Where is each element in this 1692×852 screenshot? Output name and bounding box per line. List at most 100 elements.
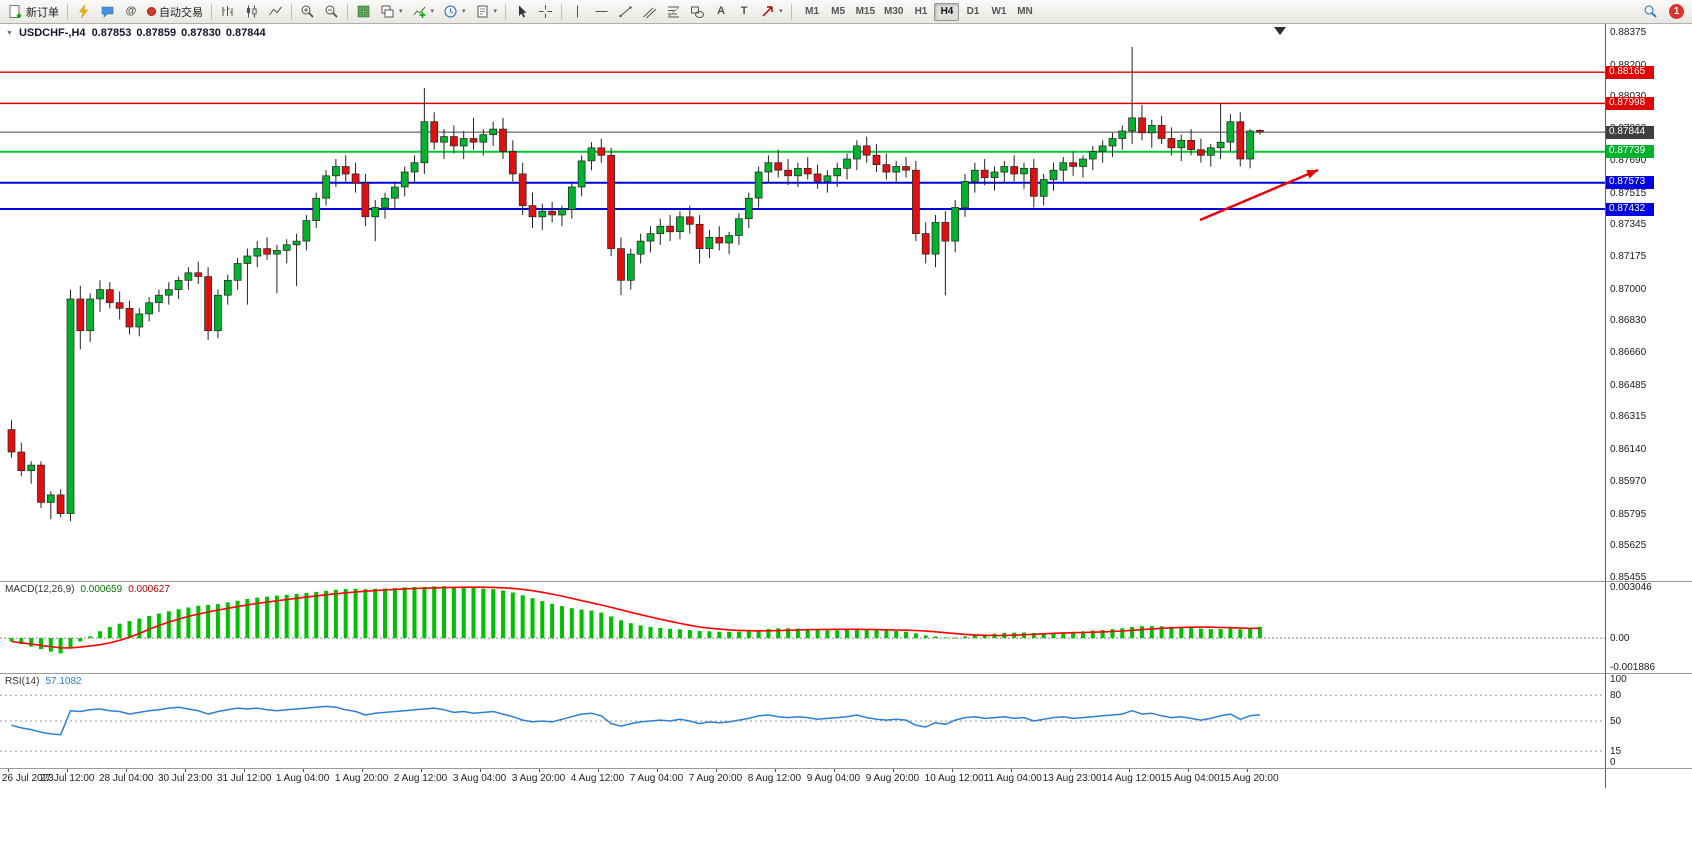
zoom-out-button[interactable] xyxy=(320,2,343,22)
macd-histogram-bar xyxy=(304,592,309,639)
text-tool-button[interactable]: A xyxy=(710,2,732,22)
timeframe-button-m15[interactable]: M15 xyxy=(852,3,879,21)
macd-histogram-bar xyxy=(412,587,417,639)
macd-histogram-bar xyxy=(520,595,525,639)
macd-histogram-bar xyxy=(805,629,810,639)
collapse-arrow-icon[interactable]: ▼ xyxy=(6,29,13,37)
main-chart-plot[interactable]: ▼ USDCHF-,H4 0.87853 0.87859 0.87830 0.8… xyxy=(0,24,1605,581)
macd-histogram-bar xyxy=(432,586,437,639)
timeframe-button-h4[interactable]: H4 xyxy=(934,2,960,21)
rsi-panel[interactable]: RSI(14) 57.1082 xyxy=(0,673,1605,768)
candle-body xyxy=(194,272,203,277)
macd-histogram-bar xyxy=(481,588,486,639)
timeframe-button-mn[interactable]: MN xyxy=(1012,3,1037,21)
candle-body xyxy=(499,128,507,152)
channel-tool-button[interactable] xyxy=(638,2,661,22)
macd-histogram-bar xyxy=(658,627,663,639)
candle-body xyxy=(725,235,733,244)
candle-body xyxy=(558,209,566,216)
candle-body xyxy=(332,166,340,177)
trendline-icon xyxy=(618,4,633,19)
timeframe-button-m30[interactable]: M30 xyxy=(880,3,907,21)
timeframe-button-m5[interactable]: M5 xyxy=(826,3,851,21)
time-tick xyxy=(597,769,599,772)
timeframe-button-h1[interactable]: H1 xyxy=(908,3,933,21)
time-tick xyxy=(892,769,894,772)
time-axis-label: 2 Aug 12:00 xyxy=(393,773,448,784)
candle-body xyxy=(518,173,527,206)
candle-body xyxy=(381,197,389,208)
macd-histogram-bar xyxy=(1130,626,1135,639)
rsi-axis-label: 0 xyxy=(1610,757,1616,768)
vertical-line-tool-button[interactable] xyxy=(566,2,589,22)
macd-histogram-bar xyxy=(235,600,240,639)
macd-histogram-bar xyxy=(599,612,604,639)
search-button[interactable] xyxy=(1639,2,1662,22)
horizontal-line-tool-button[interactable] xyxy=(590,2,613,22)
chat-button[interactable] xyxy=(96,2,119,22)
vertical-line-icon xyxy=(570,4,585,19)
arrows-tool-button[interactable]: ▾ xyxy=(756,2,787,22)
candle-body xyxy=(135,313,144,328)
channel-icon xyxy=(642,4,657,19)
cascade-windows-button[interactable]: ▾ xyxy=(376,2,407,22)
templates-button[interactable]: ▾ xyxy=(471,2,502,22)
timeframe-button-w1[interactable]: W1 xyxy=(986,3,1011,21)
candle-body xyxy=(1187,139,1195,150)
auto-trading-button[interactable]: 自动交易 xyxy=(143,2,207,22)
candle-body xyxy=(636,240,645,255)
candle-body xyxy=(921,233,930,255)
macd-histogram-bar xyxy=(324,590,329,639)
rsi-scale[interactable]: 100 80 50 15 0 xyxy=(1605,673,1692,768)
time-axis-label: 4 Aug 12:00 xyxy=(570,773,625,784)
macd-histogram-bar xyxy=(206,605,211,639)
tile-windows-button[interactable] xyxy=(352,2,375,22)
macd-histogram-bar xyxy=(343,589,348,639)
shapes-icon xyxy=(690,4,705,19)
candle-body xyxy=(1049,169,1058,180)
macd-scale[interactable]: 0.003046 0.00 -0.001886 xyxy=(1605,581,1692,673)
timeframe-button-d1[interactable]: D1 xyxy=(960,3,985,21)
candle-body xyxy=(970,169,979,182)
label-tool-button[interactable]: T xyxy=(733,2,755,22)
line-chart-button[interactable] xyxy=(264,2,287,22)
new-order-button[interactable]: 新订单 xyxy=(4,2,63,22)
trend-arrow-annotation[interactable] xyxy=(1199,168,1319,222)
indicators-button[interactable]: ▾ xyxy=(408,2,439,22)
macd-histogram-bar xyxy=(707,631,712,639)
chevron-down-icon: ▾ xyxy=(399,8,403,15)
macd-histogram-bar xyxy=(1110,629,1115,639)
trendline-tool-button[interactable] xyxy=(614,2,637,22)
chart-shift-marker[interactable] xyxy=(1274,27,1286,35)
shapes-tool-button[interactable] xyxy=(686,2,709,22)
timeframes-menu-button[interactable]: ▾ xyxy=(439,2,470,22)
quick-trade-button[interactable] xyxy=(72,2,95,22)
price-scale[interactable]: 0.883750.882000.880300.878600.876900.875… xyxy=(1605,24,1692,581)
timeframe-button-m1[interactable]: M1 xyxy=(800,3,825,21)
candle-body xyxy=(843,158,851,169)
macd-histogram-bar xyxy=(373,588,378,639)
bar-chart-button[interactable] xyxy=(216,2,239,22)
macd-histogram-bar xyxy=(510,592,515,639)
macd-histogram-bar xyxy=(530,598,535,639)
candle-body xyxy=(17,451,26,472)
fibonacci-tool-button[interactable] xyxy=(662,2,685,22)
crosshair-button[interactable] xyxy=(534,2,557,22)
lightning-icon xyxy=(76,4,91,19)
time-tick xyxy=(8,769,9,772)
macd-panel[interactable]: MACD(12,26,9) 0.000659 0.000627 xyxy=(0,581,1605,673)
macd-histogram-bar xyxy=(1218,629,1223,639)
time-axis[interactable]: 26 Jul 2023 27 Jul 12:00 28 Jul 04:00 30 Ju… xyxy=(0,768,1605,788)
notification-badge[interactable]: 1 xyxy=(1669,4,1684,19)
mail-button[interactable]: @ xyxy=(120,2,142,22)
macd-histogram-bar xyxy=(98,631,102,639)
zoom-in-button[interactable] xyxy=(296,2,319,22)
cursor-button[interactable] xyxy=(510,2,533,22)
candle-body xyxy=(774,162,783,171)
candle-body xyxy=(617,248,625,281)
candle-body xyxy=(744,197,753,220)
macd-histogram-bar xyxy=(117,623,122,639)
toolbar: 新订单 @ 自动交易 ▾ ▾ ▾ ▾ A T ▾ xyxy=(0,0,1692,24)
new-order-label: 新订单 xyxy=(26,6,59,19)
candlestick-chart-button[interactable] xyxy=(240,2,263,22)
